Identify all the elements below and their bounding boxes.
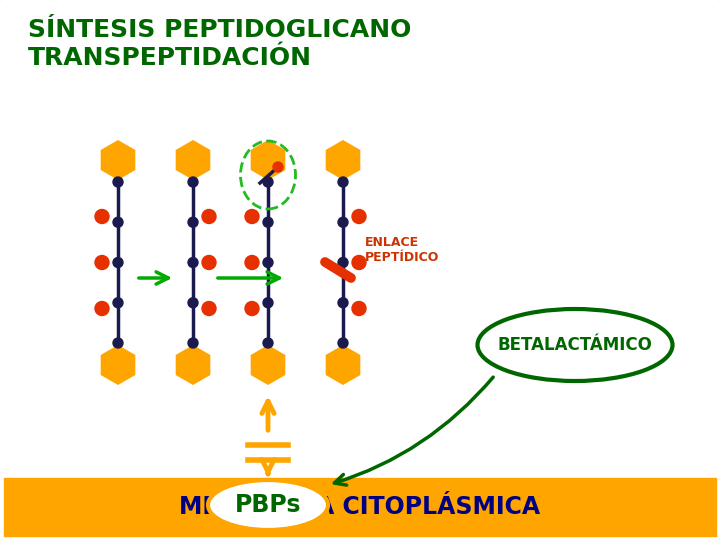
Circle shape xyxy=(338,258,348,267)
Polygon shape xyxy=(176,345,210,385)
Circle shape xyxy=(245,301,259,315)
Polygon shape xyxy=(176,140,210,180)
Ellipse shape xyxy=(477,309,672,381)
Polygon shape xyxy=(325,140,360,180)
Circle shape xyxy=(263,177,273,187)
Circle shape xyxy=(188,217,198,227)
Circle shape xyxy=(338,217,348,227)
Circle shape xyxy=(273,162,283,172)
Circle shape xyxy=(113,258,123,267)
Circle shape xyxy=(113,177,123,187)
Circle shape xyxy=(202,301,216,315)
Bar xyxy=(4,478,716,536)
Circle shape xyxy=(95,255,109,269)
Circle shape xyxy=(188,258,198,267)
Text: ENLACE
PEPTÍDICO: ENLACE PEPTÍDICO xyxy=(365,236,439,264)
Polygon shape xyxy=(101,140,135,180)
FancyArrowPatch shape xyxy=(334,377,493,485)
Text: MEMBRANA CITOPLÁSMICA: MEMBRANA CITOPLÁSMICA xyxy=(179,495,541,519)
Circle shape xyxy=(202,210,216,224)
Circle shape xyxy=(352,210,366,224)
Polygon shape xyxy=(325,345,360,385)
Circle shape xyxy=(245,210,259,224)
Ellipse shape xyxy=(208,480,328,530)
Circle shape xyxy=(113,298,123,308)
Circle shape xyxy=(188,298,198,308)
Text: BETALACTÁMICO: BETALACTÁMICO xyxy=(498,336,652,354)
Text: TRANSPEPTIDACIÓN: TRANSPEPTIDACIÓN xyxy=(28,46,312,70)
Polygon shape xyxy=(101,345,135,385)
Text: PBPs: PBPs xyxy=(235,493,301,517)
Circle shape xyxy=(113,338,123,348)
Circle shape xyxy=(113,217,123,227)
Text: SÍNTESIS PEPTIDOGLICANO: SÍNTESIS PEPTIDOGLICANO xyxy=(28,18,411,42)
Circle shape xyxy=(352,301,366,315)
Circle shape xyxy=(245,255,259,269)
Circle shape xyxy=(338,177,348,187)
Circle shape xyxy=(263,258,273,267)
Circle shape xyxy=(338,298,348,308)
Polygon shape xyxy=(251,345,285,385)
Circle shape xyxy=(95,210,109,224)
Circle shape xyxy=(352,255,366,269)
Circle shape xyxy=(338,338,348,348)
Circle shape xyxy=(95,301,109,315)
Polygon shape xyxy=(251,140,285,180)
Circle shape xyxy=(188,338,198,348)
Circle shape xyxy=(202,255,216,269)
Circle shape xyxy=(263,298,273,308)
Circle shape xyxy=(263,217,273,227)
Circle shape xyxy=(188,177,198,187)
Circle shape xyxy=(263,338,273,348)
